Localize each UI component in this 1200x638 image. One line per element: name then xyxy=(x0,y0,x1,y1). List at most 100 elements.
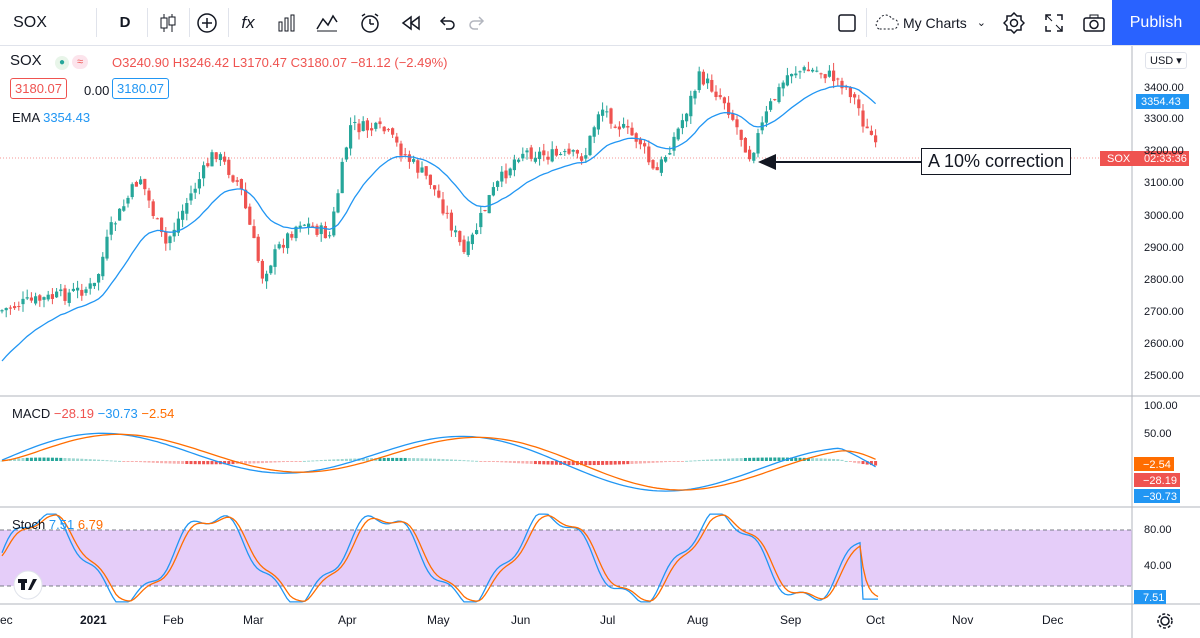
layout-menu[interactable]: My Charts ⌄ xyxy=(872,0,994,45)
publish-label: Publish xyxy=(1129,13,1183,31)
macd-bar xyxy=(722,458,726,461)
candle-body xyxy=(382,126,386,132)
chart-canvas[interactable] xyxy=(0,46,1200,638)
price-tick: 3400.00 xyxy=(1144,82,1184,94)
candles-icon[interactable] xyxy=(153,0,183,45)
fullscreen-icon[interactable] xyxy=(1040,0,1068,45)
candle-body xyxy=(155,218,159,220)
candle-body xyxy=(533,157,537,162)
macd-bar xyxy=(147,461,151,463)
candle-body xyxy=(853,94,857,98)
macd-bar xyxy=(643,461,647,464)
candle-body xyxy=(722,97,726,104)
candle-body xyxy=(769,101,773,110)
ask-box[interactable]: 3180.07 xyxy=(112,78,169,99)
candle-body xyxy=(475,230,479,234)
bid-box[interactable]: 3180.07 xyxy=(10,78,67,99)
price-tick: 2800.00 xyxy=(1144,274,1184,286)
candle-body xyxy=(861,110,865,127)
plus-circle-icon[interactable] xyxy=(192,0,222,45)
candle-body xyxy=(714,91,718,97)
publish-button[interactable]: Publish xyxy=(1112,0,1200,45)
symbol-search[interactable]: SOX xyxy=(0,0,60,45)
candle-body xyxy=(869,130,873,135)
legend-symbol[interactable]: SOX xyxy=(10,52,42,69)
indicators-icon[interactable] xyxy=(312,0,342,45)
candle-body xyxy=(785,75,789,86)
macd-bar xyxy=(139,461,143,463)
macd-bar xyxy=(760,457,764,461)
candle-body xyxy=(29,297,33,301)
candle-body xyxy=(525,150,529,153)
undo-icon[interactable] xyxy=(435,0,459,45)
settings-icon[interactable] xyxy=(1000,0,1028,45)
candle-body xyxy=(643,143,647,147)
candle-body xyxy=(638,138,642,145)
macd-bar xyxy=(445,459,449,461)
candle-body xyxy=(454,230,458,233)
macd-bar xyxy=(311,460,315,462)
macd-bar xyxy=(340,459,344,461)
candle-body xyxy=(399,143,403,156)
candle-body xyxy=(777,87,781,103)
candle-body xyxy=(563,151,567,153)
redo-icon[interactable] xyxy=(465,0,489,45)
macd-bar xyxy=(118,460,122,462)
macd-bar xyxy=(244,461,248,464)
layout-icon[interactable] xyxy=(833,0,861,45)
macd-bar xyxy=(689,460,693,462)
candle-body xyxy=(827,70,831,77)
candle-body xyxy=(134,182,138,187)
macd-bar xyxy=(470,460,474,462)
macd-bar xyxy=(298,461,302,462)
macd-bar xyxy=(848,461,852,462)
macd-bar xyxy=(122,461,126,462)
time-label: May xyxy=(427,613,450,627)
macd-bar xyxy=(685,460,689,462)
macd-bar xyxy=(370,458,374,461)
currency-select[interactable]: USD ▾ xyxy=(1145,52,1187,69)
macd-hist-value: −28.19 xyxy=(53,406,95,421)
macd-bar xyxy=(588,461,592,466)
interval-button[interactable]: D xyxy=(110,0,140,45)
replay-icon[interactable] xyxy=(396,0,426,45)
macd-hist-tag-label: −28.19 xyxy=(1143,475,1177,487)
macd-legend[interactable]: MACD −28.19 −30.73 −2.54 xyxy=(12,406,174,421)
macd-bar xyxy=(420,458,424,461)
candle-body xyxy=(802,67,806,71)
candle-body xyxy=(718,95,722,98)
candle-body xyxy=(609,108,613,124)
annotation-label[interactable]: A 10% correction xyxy=(921,148,1072,175)
macd-bar xyxy=(412,458,416,461)
stoch-k-tag-label: 7.51 xyxy=(1143,592,1165,604)
stoch-tick-40: 40.00 xyxy=(1144,560,1172,572)
candle-body xyxy=(672,136,676,151)
fx-icon[interactable]: fx xyxy=(235,0,261,45)
macd-bar xyxy=(798,457,802,461)
macd-bar xyxy=(391,457,395,461)
macd-bar xyxy=(449,459,453,461)
price-tick: 3000.00 xyxy=(1144,210,1184,222)
macd-bar xyxy=(622,461,626,465)
candle-body xyxy=(55,291,59,298)
candle-body xyxy=(206,163,210,167)
ema-legend[interactable]: EMA 3354.43 xyxy=(12,110,90,125)
bars-icon[interactable] xyxy=(273,0,301,45)
time-label: Oct xyxy=(866,613,885,627)
time-label: Dec xyxy=(1042,613,1064,627)
macd-signal-tag-label: −2.54 xyxy=(1143,459,1171,471)
candle-body xyxy=(395,136,399,143)
time-label: Jun xyxy=(511,613,531,627)
stoch-legend[interactable]: Stoch 7.51 6.79 xyxy=(12,517,103,532)
macd-bar xyxy=(214,461,218,465)
candle-body xyxy=(25,297,29,299)
macd-bar xyxy=(806,457,810,461)
candle-body xyxy=(59,289,63,292)
macd-bar xyxy=(332,459,336,461)
candle-body xyxy=(773,99,777,101)
candle-body xyxy=(197,179,201,189)
candle-body xyxy=(386,129,390,131)
alarm-icon[interactable] xyxy=(355,0,385,45)
candle-body xyxy=(143,178,147,190)
camera-icon[interactable] xyxy=(1080,0,1108,45)
